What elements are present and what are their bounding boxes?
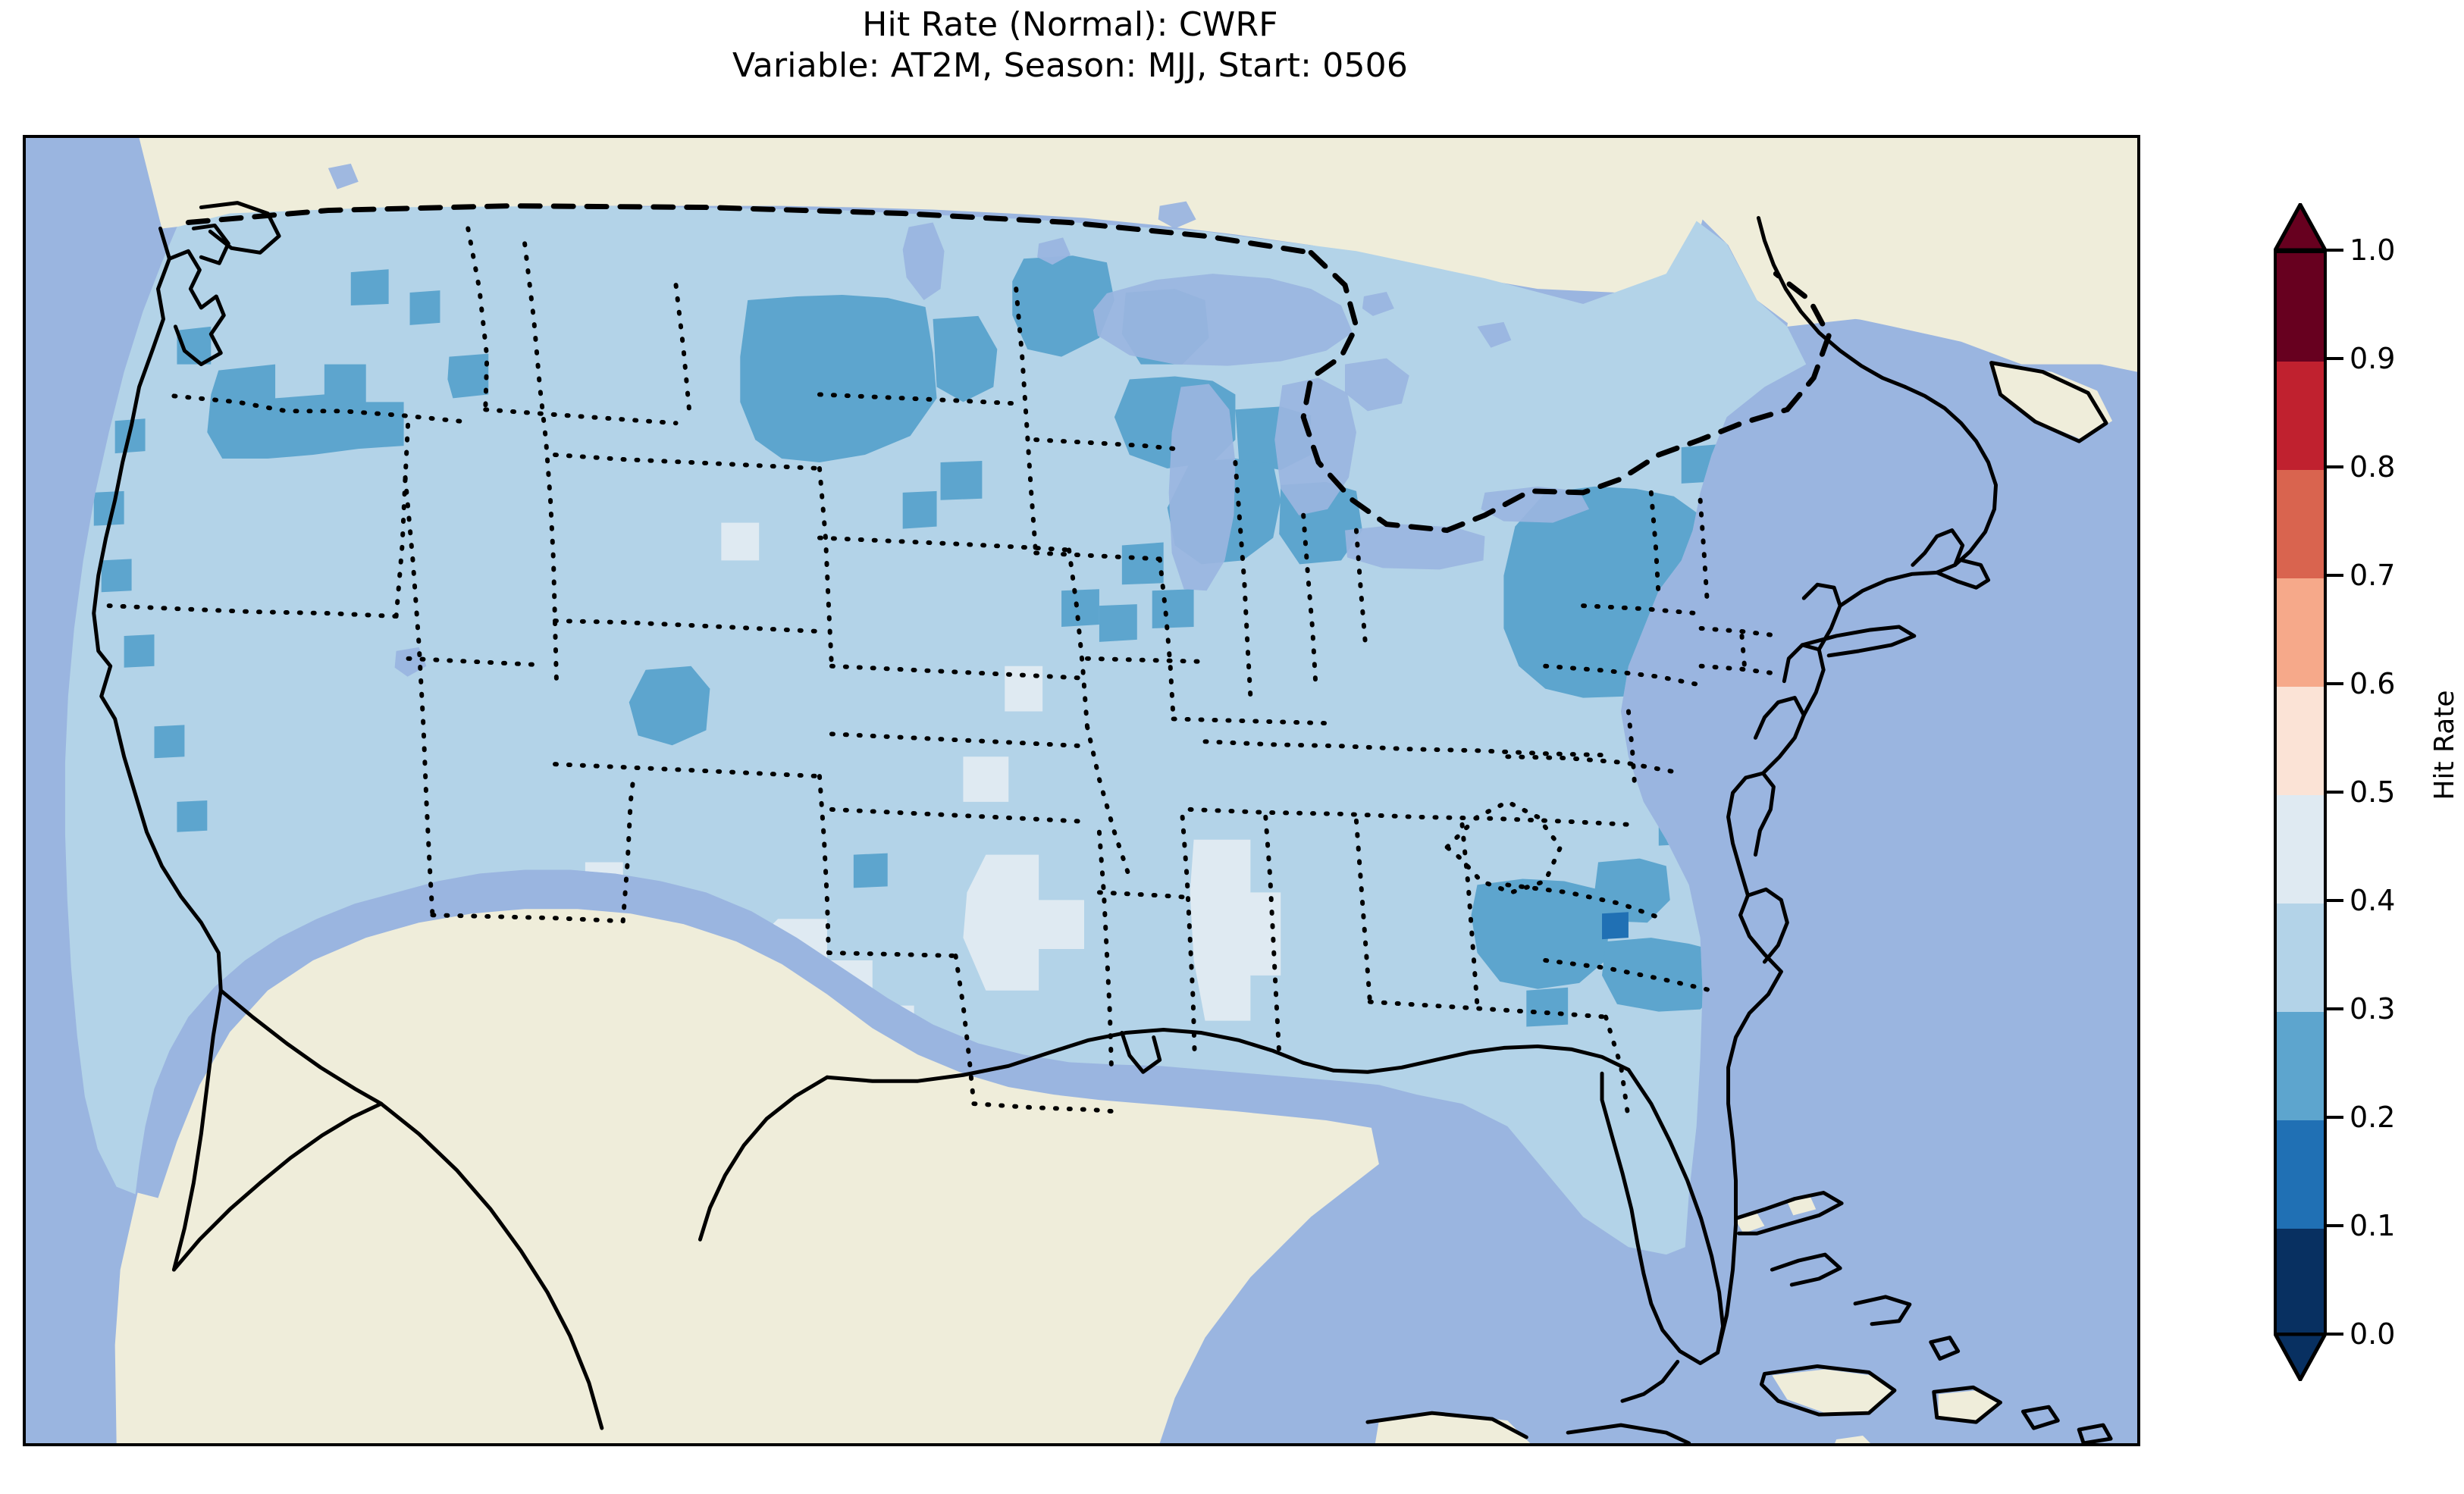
colorbar-tick-label: 0.5	[2350, 775, 2396, 809]
colorbar-band-0.1-0.2	[2277, 1120, 2324, 1229]
colorbar-tick-mark	[2327, 1224, 2343, 1227]
colorbar-band-0.0-0.1	[2277, 1229, 2324, 1338]
colorbar-band-0.4-0.5	[2277, 795, 2324, 904]
colorbar-tick-label: 1.0	[2350, 233, 2396, 267]
colorbar-tick-label: 0.2	[2350, 1101, 2396, 1134]
colorbar-axis-label: Hit Rate	[2429, 690, 2460, 800]
colorbar-tick-mark	[2327, 899, 2343, 902]
colorbar-tick-mark	[2327, 249, 2343, 252]
colorbar-tick-mark	[2327, 574, 2343, 577]
coastlines	[92, 201, 2113, 1443]
colorbar-band-0.5-0.6	[2277, 687, 2324, 796]
colorbar-band-0.6-0.7	[2277, 578, 2324, 687]
colorbar-tick-label: 0.4	[2350, 884, 2396, 917]
colorbar-tick-mark	[2327, 682, 2343, 685]
colorbar-tick-mark	[2327, 1007, 2343, 1010]
map-canvas: .c00{fill:#083061}.c01{fill:#2070b4}.c02…	[26, 138, 2137, 1443]
page-title: Hit Rate (Normal): CWRF Variable: AT2M, …	[0, 5, 2140, 86]
colorbar-bands	[2274, 250, 2327, 1338]
colorbar: 1.0 0.9 0.8 0.7 0.6 0.5 0.4 0.3 0.2 0.1 0.0 Hit Ra…	[2274, 203, 2463, 1393]
colorbar-tick-label: 0.1	[2350, 1209, 2396, 1242]
colorbar-band-0.9-1.0	[2277, 253, 2324, 362]
data-band-0.1-0.2	[1602, 912, 1629, 940]
title-line-1: Hit Rate (Normal): CWRF	[862, 5, 1278, 44]
map-svg: .c00{fill:#083061}.c01{fill:#2070b4}.c02…	[26, 138, 2137, 1443]
colorbar-tick-label: 0.9	[2350, 342, 2396, 375]
colorbar-band-0.7-0.8	[2277, 470, 2324, 579]
colorbar-tick-mark	[2327, 357, 2343, 360]
colorbar-tick-mark	[2327, 1333, 2343, 1336]
colorbar-tick-label: 0.6	[2350, 667, 2396, 700]
colorbar-band-0.8-0.9	[2277, 362, 2324, 471]
title-line-2: Variable: AT2M, Season: MJJ, Start: 0506	[732, 45, 1409, 85]
colorbar-tick-label: 0.7	[2350, 559, 2396, 592]
national-borders	[185, 203, 1832, 534]
colorbar-tick-mark	[2327, 1116, 2343, 1119]
colorbar-band-0.2-0.3	[2277, 1012, 2324, 1121]
colorbar-extend-over	[2274, 203, 2327, 252]
state-borders	[106, 226, 1782, 1121]
colorbar-tick-label: 0.0	[2350, 1317, 2396, 1351]
colorbar-band-0.3-0.4	[2277, 904, 2324, 1013]
colorbar-tick-label: 0.8	[2350, 450, 2396, 484]
colorbar-tick-label: 0.3	[2350, 992, 2396, 1026]
colorbar-extend-under	[2274, 1333, 2327, 1381]
colorbar-tick-mark	[2327, 465, 2343, 468]
colorbar-tick-mark	[2327, 791, 2343, 794]
map-axes: .c00{fill:#083061}.c01{fill:#2070b4}.c02…	[23, 135, 2140, 1446]
outside-domain-land	[114, 138, 2137, 1443]
